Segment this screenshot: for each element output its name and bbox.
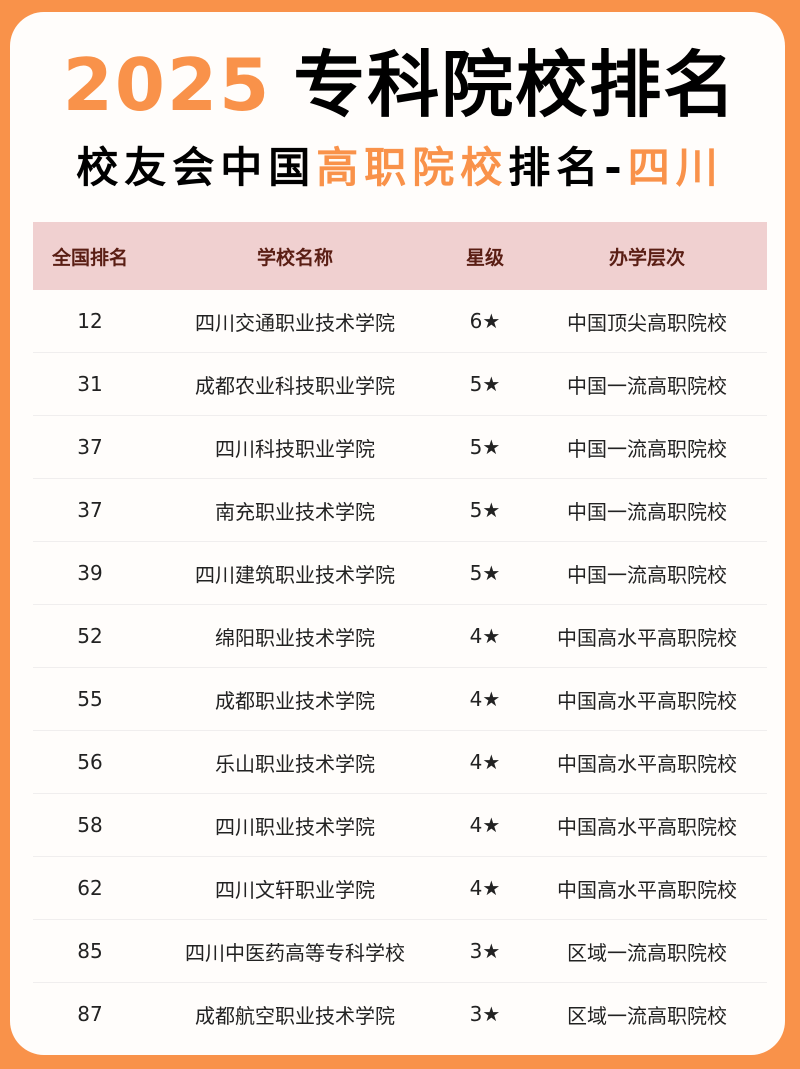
table-row: 37 四川科技职业学院 5★ 中国一流高职院校 — [33, 416, 767, 479]
cell-school: 四川中医药高等专科学校 — [185, 940, 405, 965]
cell-rank: 12 — [77, 309, 103, 333]
cell-rank: 52 — [77, 624, 103, 648]
title-text: 专科院校排名 — [293, 43, 738, 127]
table-row: 87 成都航空职业技术学院 3★ 区域一流高职院校 — [33, 983, 767, 1045]
cell-stars: 6★ — [469, 309, 501, 333]
cell-level: 中国高水平高职院校 — [557, 814, 737, 839]
subtitle-part2: 高职院校 — [316, 143, 509, 192]
cell-level: 中国高水平高职院校 — [557, 877, 737, 902]
title-year: 2025 — [62, 43, 272, 127]
subtitle-part1: 校友会中国 — [76, 143, 317, 192]
cell-stars: 4★ — [469, 687, 501, 711]
cell-school: 绵阳职业技术学院 — [215, 625, 375, 650]
cell-school: 四川建筑职业技术学院 — [195, 562, 395, 587]
table-row: 85 四川中医药高等专科学校 3★ 区域一流高职院校 — [33, 920, 767, 983]
cell-rank: 85 — [77, 939, 103, 963]
cell-school: 四川职业技术学院 — [215, 814, 375, 839]
page-title: 2025 专科院校排名 — [0, 40, 800, 130]
cell-level: 中国高水平高职院校 — [557, 688, 737, 713]
cell-level: 区域一流高职院校 — [567, 1003, 727, 1028]
header-school: 学校名称 — [256, 246, 333, 269]
subtitle-part3: 排名- — [508, 143, 628, 192]
cell-stars: 5★ — [469, 435, 501, 459]
header-stars: 星级 — [465, 246, 504, 269]
cell-stars: 4★ — [469, 750, 501, 774]
cell-rank: 39 — [77, 561, 103, 585]
cell-rank: 37 — [77, 498, 103, 522]
table-row: 39 四川建筑职业技术学院 5★ 中国一流高职院校 — [33, 542, 767, 605]
cell-rank: 37 — [77, 435, 103, 459]
cell-school: 成都农业科技职业学院 — [195, 373, 395, 398]
table-row: 12 四川交通职业技术学院 6★ 中国顶尖高职院校 — [33, 290, 767, 353]
cell-stars: 3★ — [469, 939, 501, 963]
cell-school: 乐山职业技术学院 — [215, 751, 375, 776]
cell-stars: 5★ — [469, 498, 501, 522]
cell-level: 中国高水平高职院校 — [557, 625, 737, 650]
cell-stars: 4★ — [469, 876, 501, 900]
cell-stars: 4★ — [469, 624, 501, 648]
cell-school: 四川文轩职业学院 — [215, 877, 375, 902]
content-card — [10, 12, 785, 1055]
cell-stars: 5★ — [469, 372, 501, 396]
ranking-table: 全国排名 学校名称 星级 办学层次 12 四川交通职业技术学院 6★ 中国顶尖高职院校… — [33, 222, 767, 1045]
cell-school: 四川科技职业学院 — [215, 436, 375, 461]
cell-school: 成都职业技术学院 — [215, 688, 375, 713]
cell-level: 区域一流高职院校 — [567, 940, 727, 965]
cell-rank: 87 — [77, 1002, 103, 1026]
table-row: 62 四川文轩职业学院 4★ 中国高水平高职院校 — [33, 857, 767, 920]
table-header: 全国排名 学校名称 星级 办学层次 — [33, 222, 767, 290]
subtitle: 校友会中国高职院校排名-四川 — [0, 138, 800, 198]
table-row: 52 绵阳职业技术学院 4★ 中国高水平高职院校 — [33, 605, 767, 668]
table-body: 12 四川交通职业技术学院 6★ 中国顶尖高职院校 31 成都农业科技职业学院 5★ 中国一流… — [33, 290, 767, 1045]
table-row: 58 四川职业技术学院 4★ 中国高水平高职院校 — [33, 794, 767, 857]
cell-stars: 5★ — [469, 561, 501, 585]
table-row: 55 成都职业技术学院 4★ 中国高水平高职院校 — [33, 668, 767, 731]
table-row: 31 成都农业科技职业学院 5★ 中国一流高职院校 — [33, 353, 767, 416]
cell-rank: 31 — [77, 372, 103, 396]
cell-level: 中国一流高职院校 — [567, 562, 727, 587]
subtitle-part4: 四川 — [627, 143, 724, 192]
cell-level: 中国一流高职院校 — [567, 373, 727, 398]
cell-rank: 58 — [77, 813, 103, 837]
cell-stars: 4★ — [469, 813, 501, 837]
cell-stars: 3★ — [469, 1002, 501, 1026]
table-row: 37 南充职业技术学院 5★ 中国一流高职院校 — [33, 479, 767, 542]
cell-level: 中国高水平高职院校 — [557, 751, 737, 776]
table-row: 56 乐山职业技术学院 4★ 中国高水平高职院校 — [33, 731, 767, 794]
cell-level: 中国一流高职院校 — [567, 499, 727, 524]
cell-level: 中国顶尖高职院校 — [567, 310, 727, 335]
cell-school: 成都航空职业技术学院 — [195, 1003, 395, 1028]
cell-school: 四川交通职业技术学院 — [195, 310, 395, 335]
header-level: 办学层次 — [608, 246, 685, 269]
cell-level: 中国一流高职院校 — [567, 436, 727, 461]
cell-rank: 62 — [77, 876, 103, 900]
header-rank: 全国排名 — [51, 246, 128, 269]
cell-school: 南充职业技术学院 — [215, 499, 375, 524]
cell-rank: 55 — [77, 687, 103, 711]
cell-rank: 56 — [77, 750, 103, 774]
